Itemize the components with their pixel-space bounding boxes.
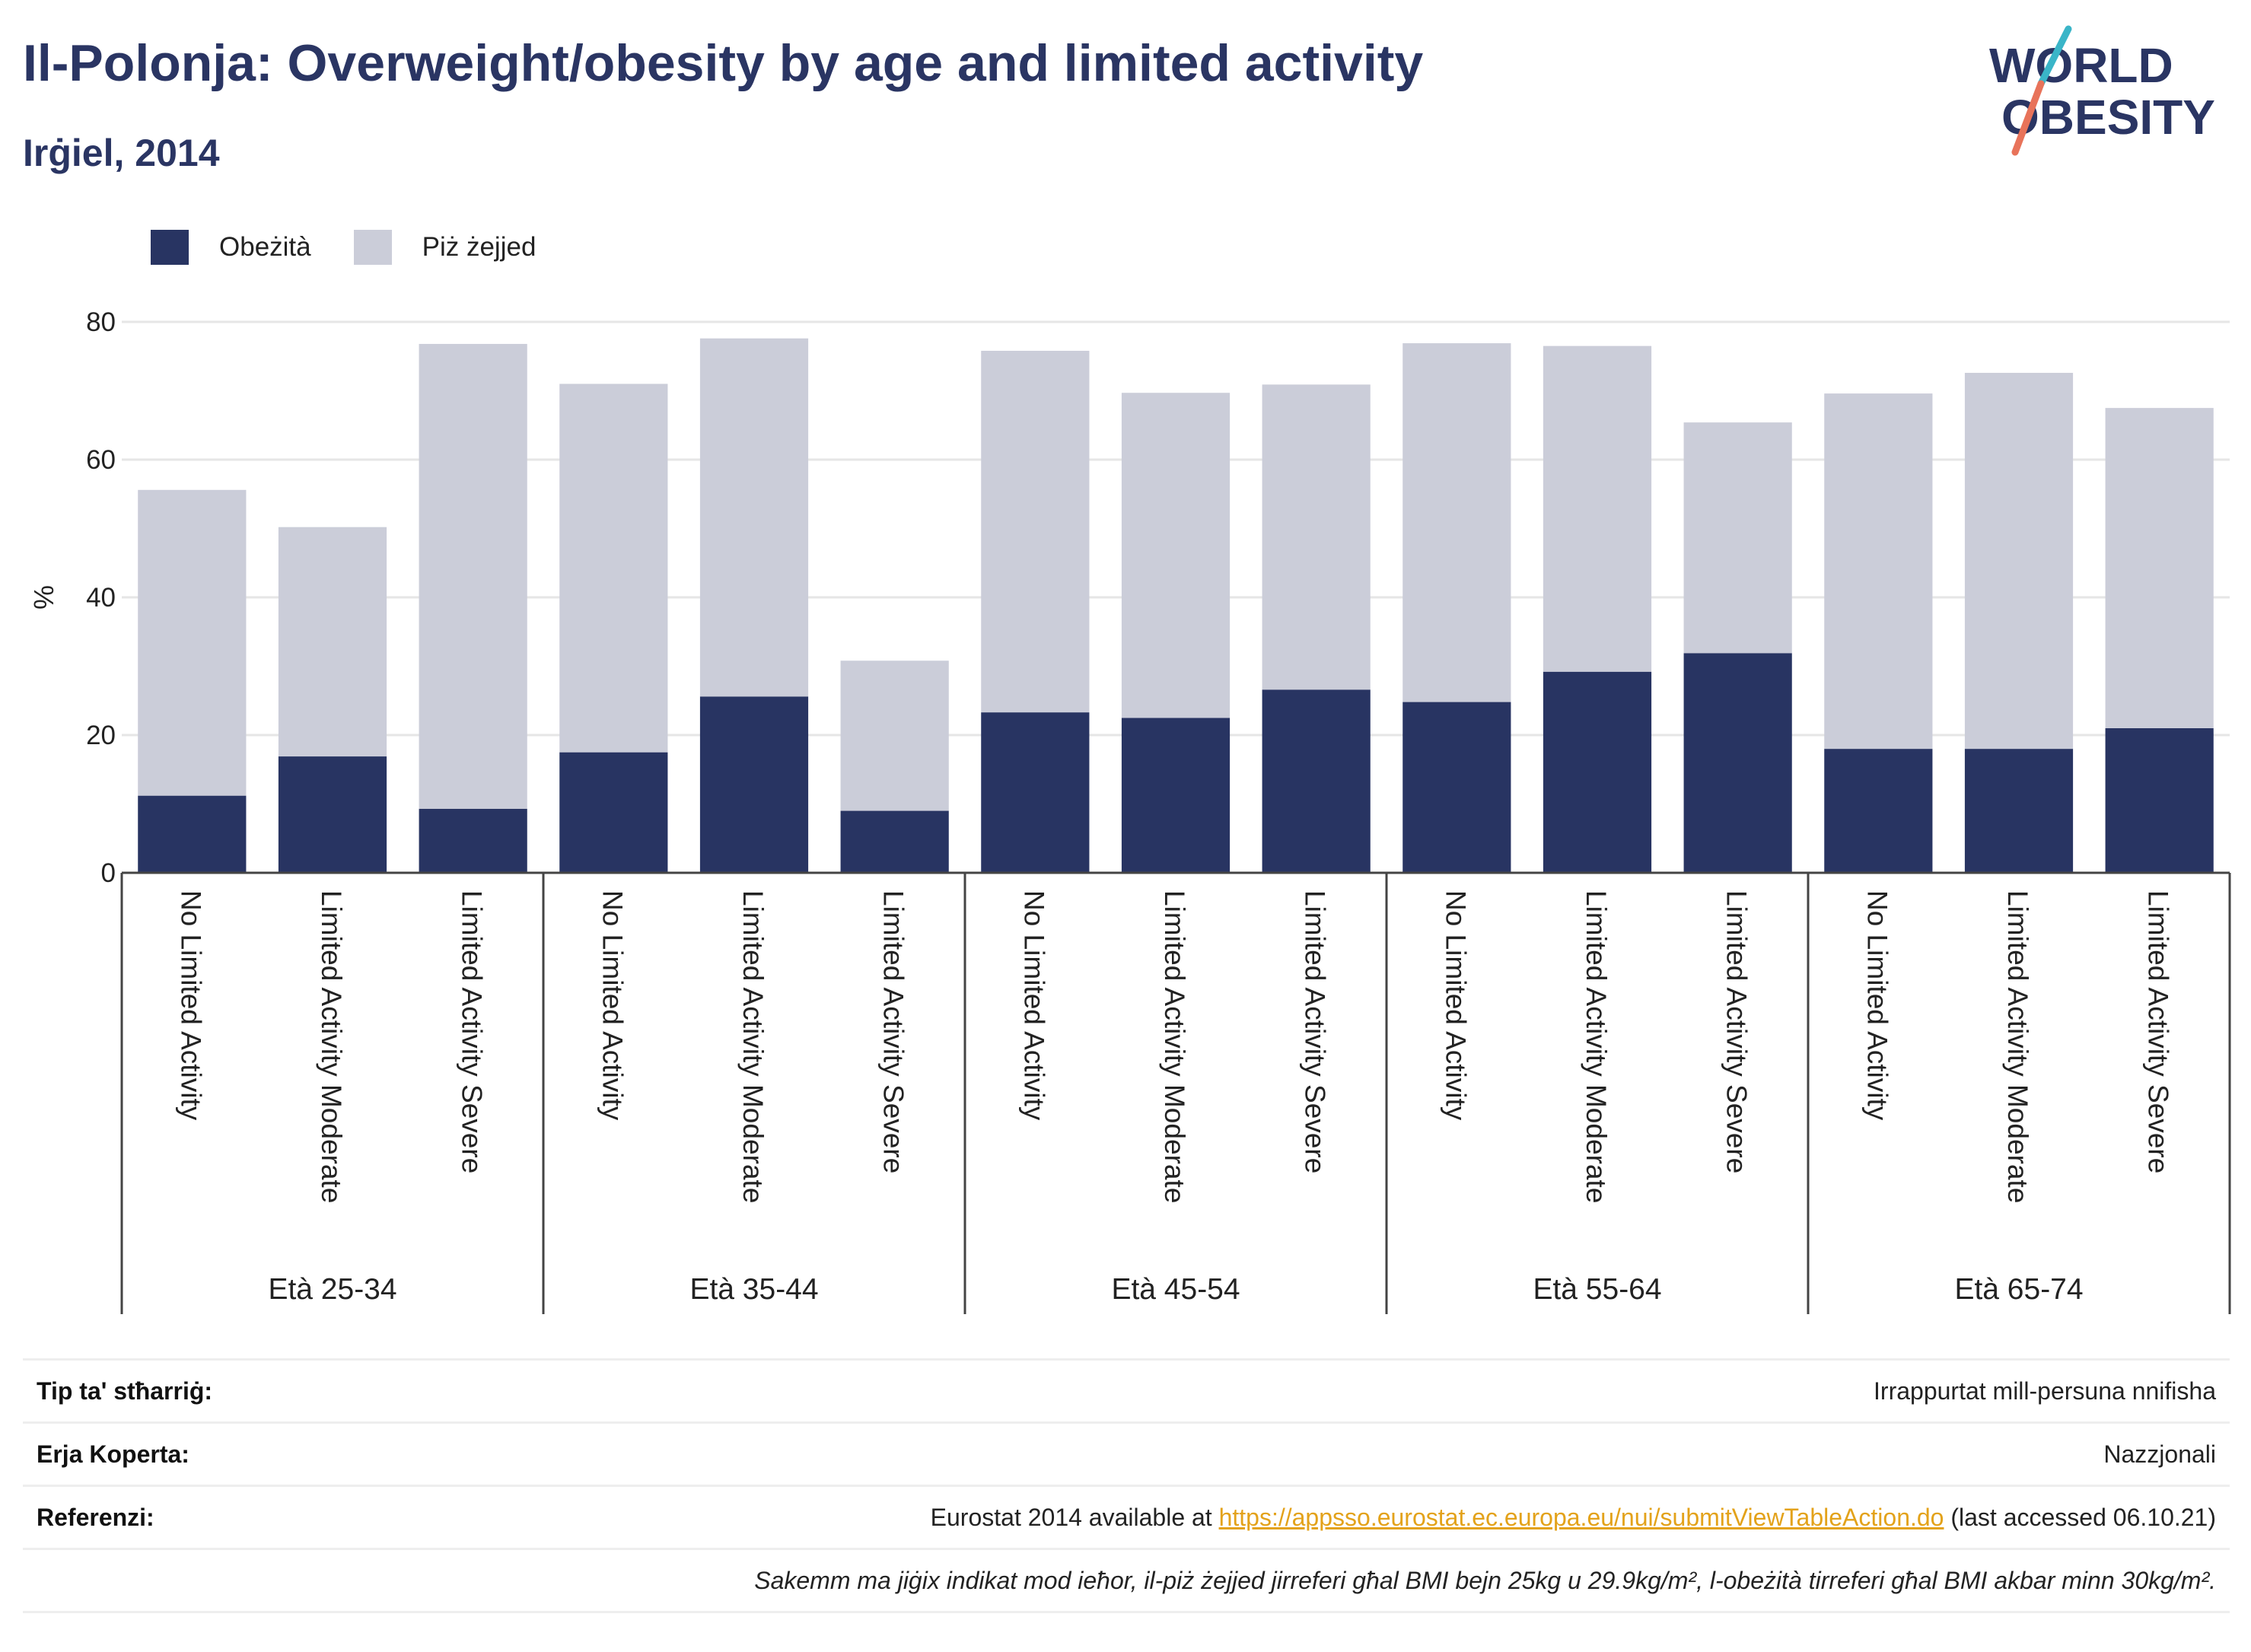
bar-segment-overweight	[278, 527, 387, 757]
x-group-label: Età 55-64	[1533, 1273, 1661, 1306]
reference-suffix: (last accessed 06.10.21)	[1944, 1503, 2216, 1531]
bar-segment-obesity	[278, 756, 387, 873]
x-group-label: Età 35-44	[689, 1273, 818, 1306]
stacked-bar-chart: 0 20 40 60 80% No Limited Activity Limited Act…	[28, 307, 2231, 1314]
x-tick-label: Limited Activity Moderate	[2002, 890, 2033, 1203]
legend-swatch-obesity	[151, 230, 189, 265]
x-tick-label: Limited Activity Severe	[1300, 890, 1331, 1173]
bar-segment-overweight	[559, 384, 668, 753]
bar-segment-overweight	[1121, 393, 1231, 718]
footer-row-references: Referenzi: Eurostat 2014 available at ht…	[23, 1485, 2230, 1548]
bar-segment-obesity	[981, 712, 1090, 873]
bar-segment-obesity	[559, 752, 668, 873]
bar-segment-obesity	[840, 810, 949, 873]
x-tick-label: Limited Activity Moderate	[1581, 890, 1612, 1203]
legend-label-overweight: Piż żejjed	[422, 232, 536, 262]
footer-row-note: Sakemm ma jiġix indikat mod ieħor, il-pi…	[23, 1548, 2230, 1613]
y-axis-label: %	[28, 585, 59, 610]
x-tick-label: Limited Activity Moderate	[1159, 890, 1190, 1203]
bar-segment-obesity	[419, 808, 527, 873]
logo-slash-coral	[2011, 80, 2045, 156]
chart-title: Il-Polonja: Overweight/obesity by age an…	[23, 34, 1424, 92]
x-tick-label: Limited Activity Severe	[878, 890, 909, 1173]
world-obesity-logo: WORLD OBESITY	[1989, 25, 2215, 156]
bar-segment-overweight	[699, 338, 809, 697]
footer-value: Irrappurtat mill-persuna nnifisha	[1874, 1377, 2216, 1405]
x-tick-label: No Limited Activity	[1018, 890, 1049, 1121]
x-tick-label: Limited Activity Severe	[457, 890, 488, 1173]
x-tick-label: No Limited Activity	[597, 890, 628, 1121]
legend-item-obesity: Obeżità	[151, 230, 311, 265]
footer-table: Tip ta' stħarriġ: Irrappurtat mill-persu…	[23, 1358, 2230, 1613]
y-tick-label: 0	[101, 858, 116, 888]
footer-row-area: Erja Koperta: Nazzjonali	[23, 1421, 2230, 1485]
footer-label: Referenzi:	[37, 1503, 154, 1531]
y-tick-label: 60	[86, 445, 116, 475]
x-tick-label: Limited Activity Severe	[1721, 890, 1753, 1173]
x-group-label: Età 65-74	[1954, 1273, 2083, 1306]
footer-value: Eurostat 2014 available at https://appss…	[931, 1504, 2230, 1532]
x-group-label: Età 25-34	[268, 1273, 396, 1306]
x-group-label: Età 45-54	[1111, 1273, 1240, 1306]
reference-prefix: Eurostat 2014 available at	[930, 1503, 1219, 1531]
x-tick-label: Limited Activity Moderate	[316, 890, 347, 1203]
y-tick-label: 80	[86, 307, 116, 337]
bar-segment-obesity	[1964, 749, 2074, 873]
x-tick-label: No Limited Activity	[1861, 890, 1893, 1121]
chart-subtitle: Irġiel, 2014	[23, 132, 220, 174]
bar-segment-overweight	[1824, 393, 1933, 750]
chart-legend: Obeżità Piż żejjed	[151, 228, 578, 266]
bar-segment-overweight	[1683, 422, 1792, 654]
x-tick-label: No Limited Activity	[175, 890, 206, 1121]
y-tick-label: 20	[86, 721, 116, 750]
legend-label-obesity: Obeżità	[219, 232, 311, 262]
y-tick-label: 40	[86, 583, 116, 613]
legend-item-overweight: Piż żejjed	[353, 230, 536, 265]
bar-segment-overweight	[1402, 343, 1511, 702]
footer-value: Nazzjonali	[2103, 1440, 2216, 1468]
bar-segment-overweight	[1543, 345, 1652, 672]
bar-segment-overweight	[840, 660, 949, 811]
reference-link[interactable]: https://appsso.eurostat.ec.europa.eu/nui…	[1218, 1503, 1944, 1531]
bar-segment-obesity	[1402, 702, 1511, 873]
bar-segment-overweight	[419, 343, 527, 809]
x-tick-label: Limited Activity Moderate	[737, 890, 769, 1203]
bar-segment-obesity	[138, 795, 247, 873]
bar-segment-overweight	[2105, 408, 2214, 728]
legend-swatch-overweight	[353, 230, 392, 265]
footer-label: Erja Koperta:	[37, 1440, 189, 1468]
footer-label: Tip ta' stħarriġ:	[37, 1377, 213, 1405]
logo-word-world: WORLD	[1989, 38, 2173, 93]
x-tick-label: Limited Activity Severe	[2143, 890, 2174, 1173]
bar-segment-obesity	[699, 696, 809, 873]
bar-segment-overweight	[1262, 384, 1371, 690]
bar-segment-overweight	[138, 489, 247, 796]
bar-segment-obesity	[1683, 653, 1792, 873]
bar-segment-overweight	[1964, 372, 2074, 750]
footer-note: Sakemm ma jiġix indikat mod ieħor, il-pi…	[754, 1566, 2216, 1594]
bar-segment-obesity	[1262, 689, 1371, 873]
bar-segment-obesity	[2105, 727, 2214, 873]
bar-segment-overweight	[981, 351, 1090, 713]
logo-slash-teal	[2037, 25, 2072, 88]
bar-segment-obesity	[1543, 671, 1652, 873]
x-tick-label: No Limited Activity	[1440, 890, 1471, 1121]
bar-segment-obesity	[1121, 718, 1231, 873]
footer-row-survey-type: Tip ta' stħarriġ: Irrappurtat mill-persu…	[23, 1358, 2230, 1421]
bar-segment-obesity	[1824, 749, 1933, 873]
